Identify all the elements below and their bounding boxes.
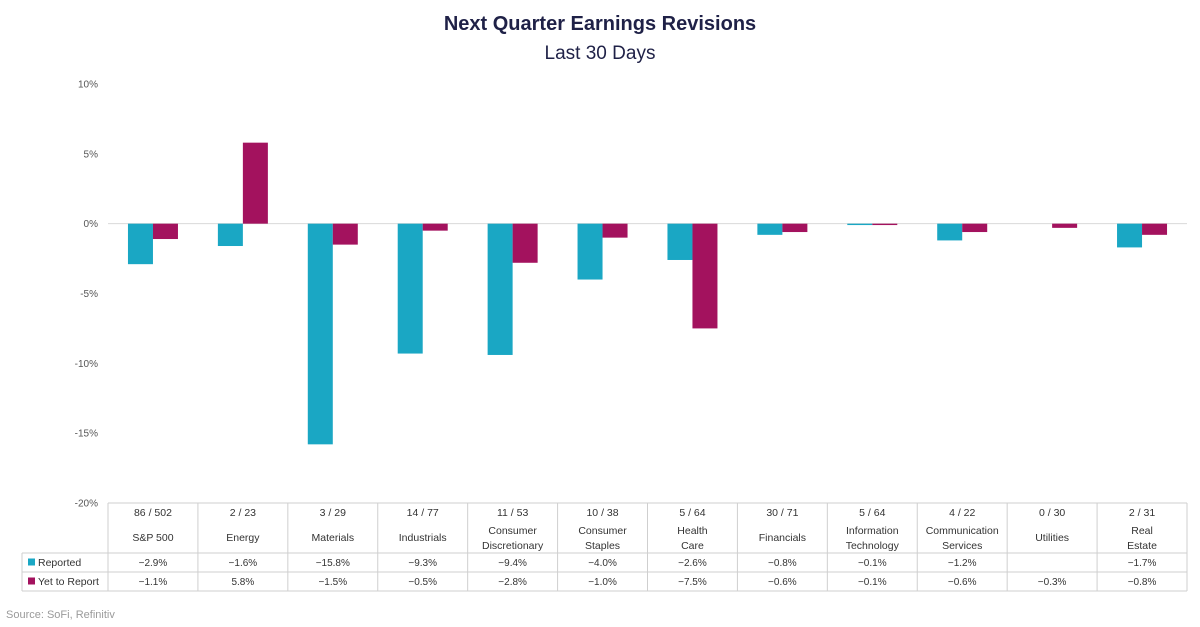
category-counts: 2 / 23 [230,507,256,519]
data-label: −0.6% [948,577,977,588]
y-tick-label: -5% [80,289,98,300]
category-label: Discretionary [482,540,544,552]
category-label: Materials [311,532,354,544]
source-note: Source: SoFi, Refinitiv [6,609,115,621]
category-counts: 86 / 502 [134,507,172,519]
category-counts: 0 / 30 [1039,507,1065,519]
data-label: −2.9% [139,558,168,569]
category-label: Information [846,525,899,537]
y-tick-label: 10% [78,80,98,91]
y-tick-label: -15% [75,429,98,440]
data-label: 5.8% [231,577,254,588]
category-counts: 5 / 64 [679,507,705,519]
bar-yet-to-report [782,223,808,233]
legend-label-yet-to-report: Yet to Report [38,576,99,588]
category-counts: 2 / 31 [1129,507,1155,519]
bar-yet-to-report [692,223,718,329]
bar-yet-to-report [422,223,448,231]
category-label: S&P 500 [132,532,173,544]
bar-reported [127,223,153,265]
category-label: Industrials [399,532,447,544]
data-label: −0.8% [768,558,797,569]
data-label: −1.7% [1128,558,1157,569]
data-label: −0.3% [1038,577,1067,588]
data-label: −9.3% [408,558,437,569]
data-label: −0.1% [858,577,887,588]
bar-reported [217,223,243,247]
bar-yet-to-report [872,223,898,226]
bar-yet-to-report [1052,223,1078,228]
data-label: −1.2% [948,558,977,569]
legend-swatch-reported [28,558,35,566]
data-label: −1.1% [139,577,168,588]
y-tick-label: -20% [75,499,98,510]
data-label: −1.0% [588,577,617,588]
data-label: −2.6% [678,558,707,569]
category-counts: 30 / 71 [766,507,798,519]
category-label: Consumer [488,525,537,537]
category-label: Real [1131,525,1153,537]
chart-title: Next Quarter Earnings Revisions [443,13,757,35]
category-counts: 14 / 77 [407,507,439,519]
bar-yet-to-report [242,142,268,224]
data-label: −0.8% [1128,577,1157,588]
category-label: Services [942,540,982,552]
category-label: Financials [759,532,806,544]
bar-reported [757,223,783,235]
category-label: Technology [846,540,900,552]
data-label: −7.5% [678,577,707,588]
data-label: −1.5% [318,577,347,588]
category-counts: 10 / 38 [586,507,618,519]
category-label: Utilities [1035,532,1069,544]
category-label: Energy [226,532,260,544]
category-label: Consumer [578,525,627,537]
bar-yet-to-report [1142,223,1168,235]
category-counts: 5 / 64 [859,507,885,519]
bar-reported [937,223,963,241]
y-tick-label: 0% [84,219,99,230]
chart-subtitle: Last 30 Days [544,43,656,64]
bar-reported [667,223,693,260]
bar-yet-to-report [602,223,628,238]
bar-reported [1117,223,1143,248]
data-label: −2.8% [498,577,527,588]
bar-reported [577,223,603,280]
category-counts: 4 / 22 [949,507,975,519]
data-label: −0.5% [408,577,437,588]
category-label: Care [681,540,704,552]
category-label: Staples [585,540,620,552]
data-label: −0.1% [858,558,887,569]
bar-reported [847,223,873,226]
bar-reported [487,223,513,355]
data-label: −15.8% [316,558,350,569]
bar-yet-to-report [512,223,538,263]
data-label: −1.6% [229,558,258,569]
category-label: Estate [1127,540,1157,552]
category-label: Communication [926,525,999,537]
y-tick-label: -10% [75,359,98,370]
data-label: −4.0% [588,558,617,569]
bar-yet-to-report [152,223,178,240]
bar-yet-to-report [962,223,988,233]
legend-label-reported: Reported [38,557,81,569]
bar-reported [307,223,333,445]
data-label: −0.6% [768,577,797,588]
bar-yet-to-report [332,223,358,245]
category-counts: 11 / 53 [497,507,528,519]
category-label: Health [677,525,708,537]
y-tick-label: 5% [84,149,99,160]
data-label: −9.4% [498,558,527,569]
bar-reported [397,223,423,354]
category-counts: 3 / 29 [320,507,346,519]
legend-swatch-yet-to-report [28,577,35,585]
